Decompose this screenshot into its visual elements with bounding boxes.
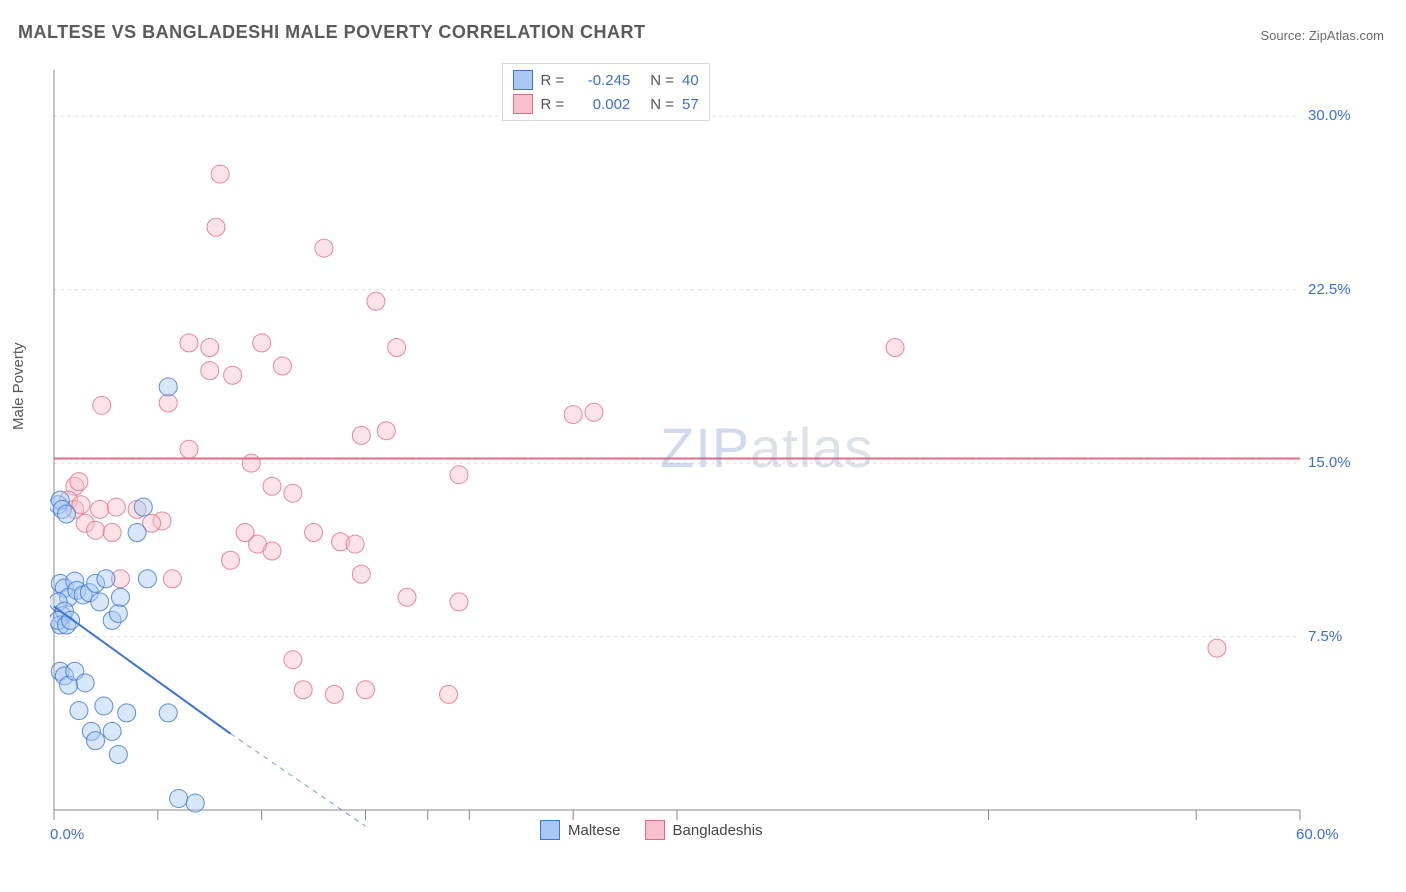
source-label: Source: ZipAtlas.com [1260,28,1384,43]
legend-swatch [513,70,533,90]
legend-N-label: N = [650,72,674,89]
legend-R-value: 0.002 [572,96,630,113]
y-tick-label: 7.5% [1308,628,1342,645]
x-tick-label: 0.0% [50,826,84,843]
plot-svg [50,60,1340,830]
legend-R-value: -0.245 [572,72,630,89]
x-tick-label: 60.0% [1296,826,1339,843]
legend-series: Maltese Bangladeshis [540,820,763,840]
plot-area: ZIPatlas R =-0.245N =40R =0.002N =57 [50,60,1340,830]
legend-stats: R = -0.245 N = 40 R = 0.002 N = 57 [502,63,710,121]
legend-stat-row: R = 0.002 N = 57 [513,92,699,116]
legend-series-label: Maltese [568,822,621,839]
y-axis-label: Male Poverty [10,342,27,430]
y-tick-label: 15.0% [1308,454,1351,471]
legend-N-value: 40 [682,72,699,89]
y-tick-label: 30.0% [1308,107,1351,124]
legend-R-label: R = [541,72,565,89]
legend-swatch [540,820,560,840]
legend-stat-row: R = -0.245 N = 40 [513,68,699,92]
legend-item: Maltese [540,820,621,840]
legend-series-label: Bangladeshis [673,822,763,839]
legend-N-label: N = [650,96,674,113]
legend-N-value: 57 [682,96,699,113]
y-tick-label: 22.5% [1308,281,1351,298]
legend-swatch [513,94,533,114]
legend-R-label: R = [541,96,565,113]
legend-swatch [645,820,665,840]
legend-item: Bangladeshis [645,820,763,840]
chart-title: MALTESE VS BANGLADESHI MALE POVERTY CORR… [18,22,646,43]
chart-container: MALTESE VS BANGLADESHI MALE POVERTY CORR… [0,0,1406,892]
